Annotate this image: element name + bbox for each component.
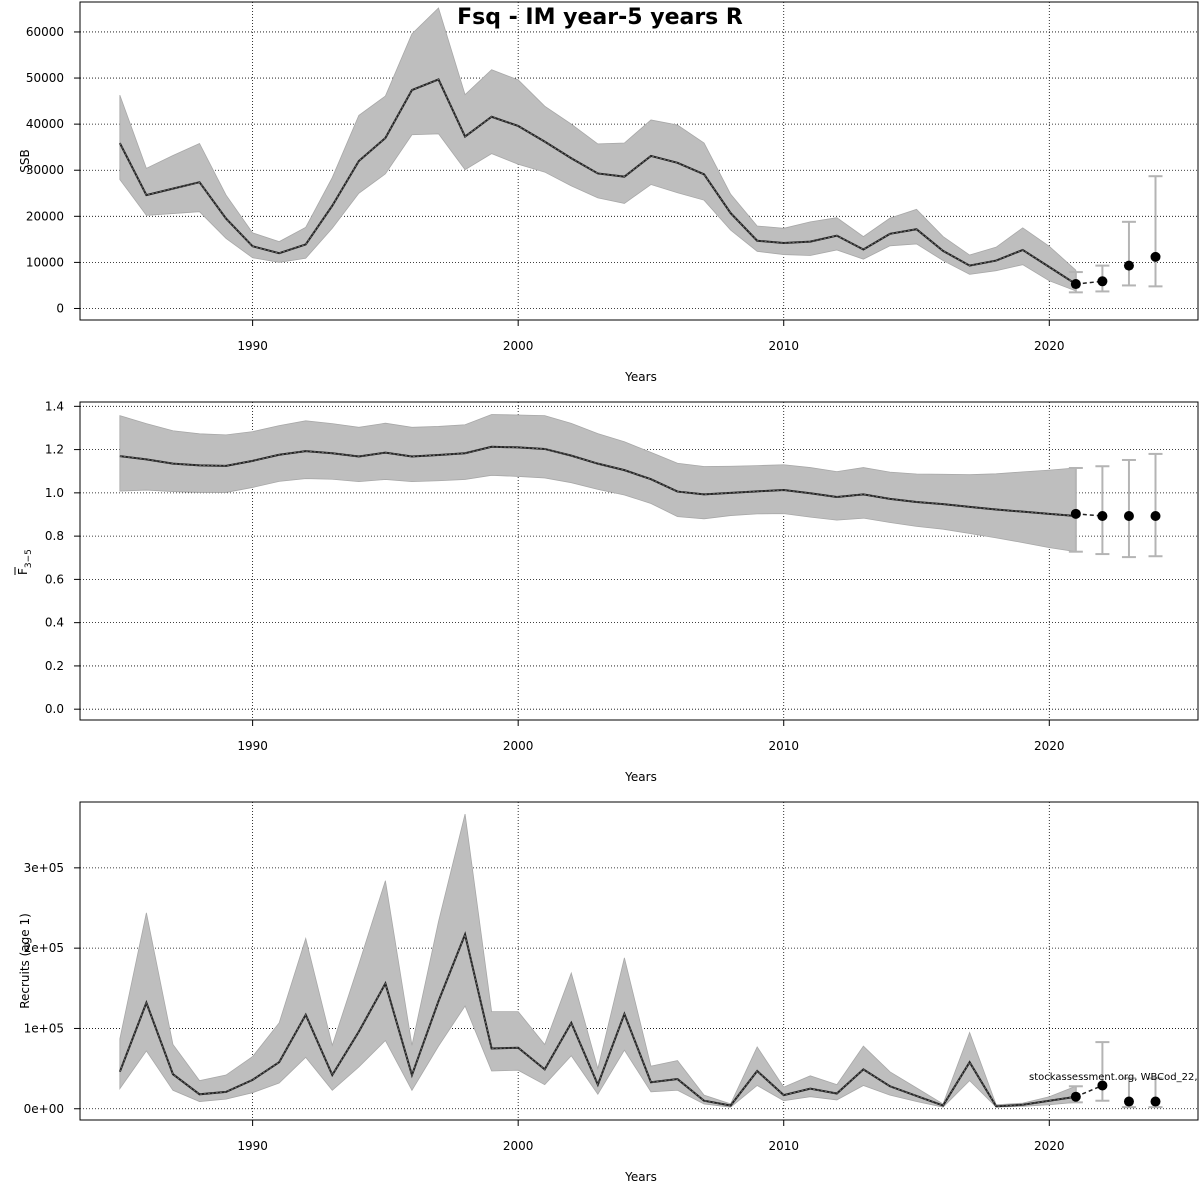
y-tick-label: 1.2	[45, 443, 64, 457]
estimate-line-dotted	[119, 446, 1076, 517]
y-tick-label: 2e+05	[24, 941, 64, 955]
x-tick-label: 2000	[503, 739, 534, 753]
forecast-point	[1123, 1096, 1134, 1107]
forecast-interval	[1095, 465, 1110, 556]
forecast-point	[1123, 260, 1134, 271]
x-tick-label: 2020	[1034, 739, 1065, 753]
estimate-line-dotted	[119, 78, 1077, 285]
y-axis-label: Recruits (age 1)	[18, 913, 32, 1009]
forecast-interval	[1121, 458, 1136, 559]
y-tick-label: 50000	[26, 71, 64, 85]
y-tick-label: 3e+05	[24, 861, 64, 875]
x-tick-label: 1990	[237, 1139, 268, 1153]
ssb-panel: 1990 2000 2010 2020 0 10000 20000 30000 40000 500…	[18, 1, 1199, 384]
plot-frame	[79, 401, 1199, 721]
y-tick-label: 0.6	[45, 572, 64, 586]
forecast-point	[1070, 279, 1081, 290]
y-tick-label: 1.4	[45, 399, 64, 413]
forecast-point	[1097, 276, 1108, 287]
plot-frame	[79, 801, 1199, 1121]
forecast-interval	[1148, 175, 1163, 288]
forecast-point	[1097, 1080, 1108, 1091]
x-tick-label: 2000	[503, 1139, 534, 1153]
forecast-point	[1150, 251, 1161, 262]
x-tick-label: 1990	[237, 339, 268, 353]
x-tick-label: 2010	[768, 339, 799, 353]
forecast-point	[1070, 1091, 1081, 1102]
y-tick-label: 0.8	[45, 529, 64, 543]
confidence-band	[119, 813, 1077, 1108]
x-tick-label: 2010	[768, 739, 799, 753]
plot-frame	[79, 1, 1199, 321]
forecast-interval	[1095, 1041, 1110, 1102]
x-axis-label: Years	[624, 770, 657, 784]
recruits-panel: 1990 2000 2010 2020 0e+00 1e+05 2e+05 3e+05 Year…	[18, 801, 1199, 1184]
y-tick-label: 0.4	[45, 616, 64, 630]
forecast-point	[1123, 511, 1134, 522]
forecast-point	[1150, 1096, 1161, 1107]
x-tick-label: 1990	[237, 739, 268, 753]
forecast-interval	[1148, 452, 1163, 558]
y-tick-label: 0	[56, 301, 64, 315]
forecast-point	[1097, 511, 1108, 522]
x-tick-label: 2020	[1034, 1139, 1065, 1153]
y-tick-label: 0.0	[45, 702, 64, 716]
y-axis-label: SSB	[18, 149, 32, 172]
y-tick-label: 20000	[26, 209, 64, 223]
forecast-point	[1070, 508, 1081, 519]
y-tick-label: 0.2	[45, 659, 64, 673]
forecast-interval	[1121, 220, 1136, 287]
x-axis-label: Years	[624, 1170, 657, 1184]
x-tick-label: 2010	[768, 1139, 799, 1153]
y-axis-label: F3−5	[16, 549, 34, 575]
x-tick-label: 2020	[1034, 339, 1065, 353]
y-tick-label: 60000	[26, 25, 64, 39]
forecast-point	[1150, 511, 1161, 522]
y-tick-label: 10000	[26, 255, 64, 269]
x-axis-label: Years	[624, 370, 657, 384]
y-tick-label: 30000	[26, 163, 64, 177]
fishing-mortality-panel: 1990 2000 2010 2020 0.0 0.2 0.4 0.6 0.8 1.0 1.2 1.4…	[14, 399, 1199, 784]
y-tick-label: 1.0	[45, 486, 64, 500]
y-axis-label-subscript: 3−5	[24, 549, 34, 568]
y-axis-label-main: F	[16, 568, 30, 575]
y-tick-label: 1e+05	[24, 1021, 64, 1035]
chart-title: Fsq - IM year-5 years R	[457, 5, 743, 30]
x-tick-label: 2000	[503, 339, 534, 353]
y-tick-label: 40000	[26, 117, 64, 131]
y-tick-label: 0e+00	[24, 1102, 64, 1116]
footnote: stockassessment.org, WBCod_22, r	[1029, 1072, 1200, 1083]
estimate-line-dotted	[119, 933, 1076, 1107]
confidence-band	[119, 414, 1077, 553]
